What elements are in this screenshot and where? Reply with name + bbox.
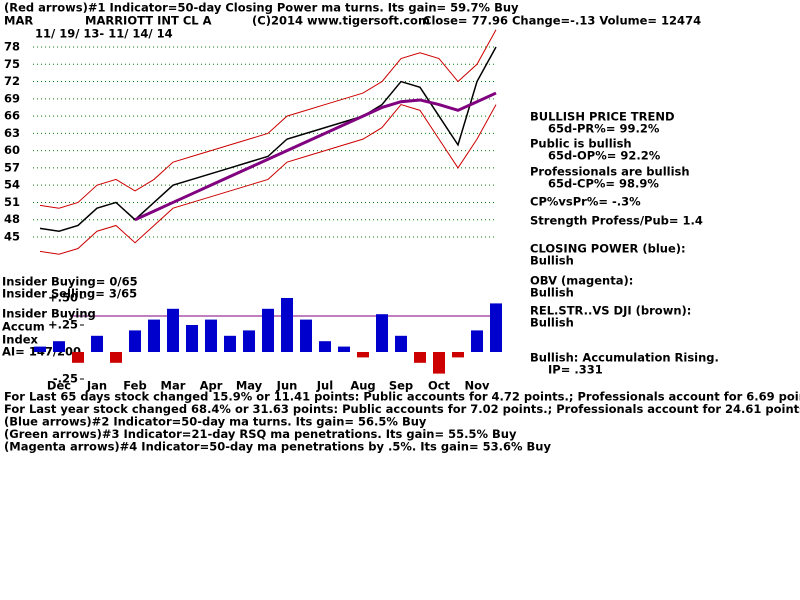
side-note: Bullish <box>530 316 574 330</box>
company: MARRIOTT INT CL A <box>85 14 212 28</box>
bar <box>433 352 445 374</box>
footer-line: (Green arrows)#3 Indicator=21-day RSQ ma… <box>4 427 517 441</box>
bar <box>53 341 65 352</box>
series-line <box>39 104 497 255</box>
symbol: MAR <box>4 14 33 28</box>
panel-label: Insider Selling= 3/65 <box>2 287 137 301</box>
side-note: 65d-PR%= 99.2% <box>548 122 660 136</box>
y-tick-label: 57 <box>4 160 20 174</box>
y-tick-label: 54 <box>4 178 20 192</box>
y-tick-label: 63 <box>4 126 20 140</box>
panel-label: Index <box>2 333 38 347</box>
side-note: CLOSING POWER (blue): <box>530 242 686 256</box>
x-tick-label: Nov <box>464 379 490 393</box>
side-note: Bullish <box>530 286 574 300</box>
footer-line: (Blue arrows)#2 Indicator=50-day ma turn… <box>4 415 427 429</box>
side-note: 65d-OP%= 92.2% <box>548 149 661 163</box>
x-tick-label: Jun <box>276 379 298 393</box>
x-tick-label: Sep <box>389 379 413 393</box>
y-tick-label: 45 <box>4 229 20 243</box>
side-note: Bullish: Accumulation Rising. <box>530 351 719 365</box>
x-tick-label: Feb <box>123 379 146 393</box>
y-tick-label: 78 <box>4 40 20 54</box>
bar <box>452 352 464 358</box>
bar <box>186 325 198 352</box>
x-tick-label: Dec <box>47 379 71 393</box>
bar <box>148 319 160 352</box>
footer-line: (Magenta arrows)#4 Indicator=50-day ma p… <box>4 440 551 454</box>
bar <box>167 308 179 352</box>
bar <box>319 341 331 352</box>
x-tick-label: Jul <box>316 379 333 393</box>
x-tick-label: May <box>236 379 263 393</box>
side-note: Public is bullish <box>530 137 632 151</box>
side-note: BULLISH PRICE TREND <box>530 110 675 124</box>
bar <box>376 314 388 352</box>
bar <box>129 330 141 352</box>
bar <box>91 335 103 352</box>
date-range: 11/ 19/ 13- 11/ 14/ 14 <box>35 27 173 41</box>
bar <box>338 346 350 352</box>
y-tick-label: +.25 <box>48 318 78 332</box>
bar <box>224 335 236 352</box>
bar <box>357 352 369 358</box>
bar <box>300 319 312 352</box>
side-note: CP%vsPr%= -.3% <box>530 195 641 209</box>
bar <box>110 352 122 363</box>
bar <box>72 352 84 363</box>
indicator-title: (Red arrows)#1 Indicator=50-day Closing … <box>4 1 519 15</box>
y-tick-label: 66 <box>4 109 20 123</box>
series-line <box>39 29 497 209</box>
bar <box>414 352 426 363</box>
bar <box>281 298 293 352</box>
x-tick-label: Mar <box>161 379 186 393</box>
side-note: Bullish <box>530 254 574 268</box>
x-tick-label: Aug <box>350 379 375 393</box>
panel-label: Accum <box>2 320 45 334</box>
bar <box>34 346 46 352</box>
side-note: 65d-CP%= 98.9% <box>548 177 659 191</box>
bar <box>471 330 483 352</box>
series-line <box>39 46 497 232</box>
side-note: Strength Profess/Pub= 1.4 <box>530 214 703 228</box>
copyright: (C)2014 www.tigersoft.com <box>252 14 430 28</box>
series-line <box>134 91 497 222</box>
bar <box>395 335 407 352</box>
panel-label: Insider Buying <box>2 307 96 321</box>
x-tick-label: Oct <box>428 379 451 393</box>
y-tick-label: 60 <box>4 143 20 157</box>
bar <box>205 319 217 352</box>
y-tick-label: 72 <box>4 74 20 88</box>
side-note: IP= .331 <box>548 363 603 377</box>
x-tick-label: Jan <box>86 379 107 393</box>
quote: Close= 77.96 Change=-.13 Volume= 12474 <box>423 14 701 28</box>
footer-line: For Last year stock changed 68.4% or 31.… <box>4 402 800 416</box>
y-tick-label: 48 <box>4 212 20 226</box>
y-tick-label: +.50 <box>48 291 78 305</box>
y-tick-label: -.25 <box>53 372 78 386</box>
side-note: Professionals are bullish <box>530 165 690 179</box>
y-tick-label: 75 <box>4 57 20 71</box>
bar <box>490 303 502 352</box>
side-note: REL.STR..VS DJI (brown): <box>530 304 691 318</box>
side-note: OBV (magenta): <box>530 274 633 288</box>
bar <box>243 330 255 352</box>
panel-label: Insider Buying= 0/65 <box>2 275 138 289</box>
y-tick-label: 51 <box>4 195 20 209</box>
y-tick-label: 69 <box>4 91 20 105</box>
bar <box>262 308 274 352</box>
footer-line: For Last 65 days stock changed 15.9% or … <box>4 390 800 404</box>
x-tick-label: Apr <box>200 379 223 393</box>
